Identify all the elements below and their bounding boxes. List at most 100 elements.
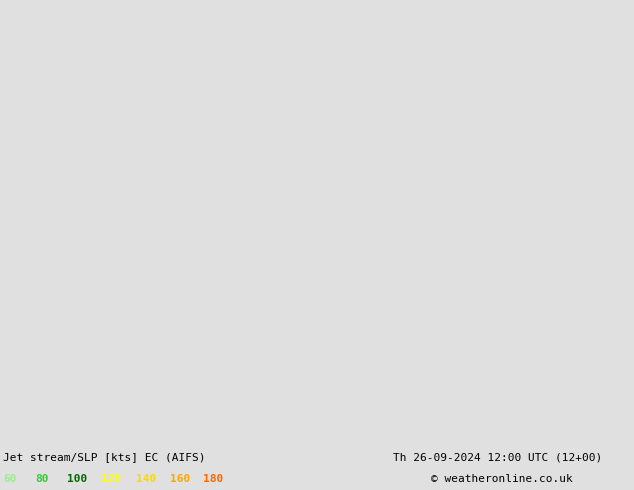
Text: 1000: 1000 — [325, 123, 346, 132]
Text: 1016: 1016 — [482, 312, 505, 321]
Text: 1020: 1020 — [512, 265, 535, 274]
Text: 1013: 1013 — [200, 326, 221, 335]
Polygon shape — [390, 121, 462, 165]
Text: 1008: 1008 — [448, 300, 469, 309]
Text: 1004: 1004 — [312, 350, 333, 359]
Polygon shape — [0, 48, 342, 282]
Text: 1013: 1013 — [222, 193, 242, 202]
Text: 1008: 1008 — [462, 355, 483, 364]
Polygon shape — [254, 213, 310, 248]
Text: 1012: 1012 — [248, 250, 267, 259]
Polygon shape — [269, 222, 295, 239]
Text: 1024: 1024 — [602, 0, 624, 9]
Text: 1000: 1000 — [222, 120, 243, 129]
Text: 992: 992 — [308, 103, 324, 112]
Text: 1020: 1020 — [562, 160, 585, 169]
Polygon shape — [590, 110, 630, 145]
Polygon shape — [247, 208, 317, 253]
Text: 1012: 1012 — [150, 396, 171, 405]
Text: 1008: 1008 — [290, 33, 311, 42]
Text: 80: 80 — [35, 474, 48, 484]
Text: 1016: 1016 — [513, 0, 536, 9]
Text: 1000: 1000 — [248, 214, 268, 223]
Text: 1004: 1004 — [355, 363, 376, 372]
Text: 1013: 1013 — [500, 220, 525, 229]
Text: 992: 992 — [332, 192, 348, 201]
Text: 1013: 1013 — [235, 230, 254, 239]
Polygon shape — [0, 73, 313, 278]
Text: 1008: 1008 — [418, 260, 439, 269]
Text: 1008: 1008 — [248, 238, 268, 247]
Text: 1004: 1004 — [248, 202, 268, 211]
Text: 1013: 1013 — [196, 356, 217, 365]
Text: 1012: 1012 — [3, 398, 24, 407]
Text: 1016: 1016 — [378, 278, 399, 287]
Text: 996: 996 — [302, 175, 318, 184]
Text: 012: 012 — [2, 396, 19, 405]
Polygon shape — [466, 332, 496, 359]
Polygon shape — [0, 2, 90, 141]
Text: 1024: 1024 — [3, 182, 26, 191]
Polygon shape — [295, 307, 328, 332]
Text: 1013: 1013 — [378, 380, 399, 389]
Text: 140: 140 — [136, 474, 157, 484]
Text: 1013: 1013 — [238, 243, 257, 252]
Text: 1013: 1013 — [320, 140, 345, 149]
Text: 60: 60 — [3, 474, 16, 484]
Polygon shape — [446, 232, 498, 276]
Polygon shape — [550, 2, 634, 110]
Text: 1020: 1020 — [592, 120, 615, 129]
Text: 1004: 1004 — [435, 280, 456, 289]
Text: 1004: 1004 — [252, 0, 273, 9]
Text: 160: 160 — [170, 474, 190, 484]
Text: Jet stream/SLP [kts] EC (AIFS): Jet stream/SLP [kts] EC (AIFS) — [3, 452, 205, 462]
Text: 1013: 1013 — [252, 220, 277, 229]
Text: 1020: 1020 — [583, 0, 606, 9]
Text: 1012: 1012 — [400, 243, 421, 252]
Text: 996: 996 — [320, 188, 336, 197]
Text: 120: 120 — [101, 474, 122, 484]
Text: 1013: 1013 — [228, 206, 247, 215]
Text: 1002: 1002 — [248, 190, 268, 199]
Text: 1004: 1004 — [432, 378, 453, 387]
Polygon shape — [262, 218, 302, 244]
Text: 1004: 1004 — [186, 0, 207, 9]
Text: 180: 180 — [203, 474, 223, 484]
Text: 1004: 1004 — [305, 33, 326, 42]
Text: 1004: 1004 — [265, 23, 286, 32]
Text: 1013: 1013 — [232, 218, 251, 227]
Text: 1004: 1004 — [248, 226, 268, 235]
Text: 1004: 1004 — [287, 0, 308, 9]
Polygon shape — [239, 202, 325, 258]
Text: 1013: 1013 — [450, 148, 475, 157]
Polygon shape — [4, 121, 291, 287]
Text: 1013: 1013 — [500, 283, 521, 292]
Text: 1008: 1008 — [207, 0, 228, 9]
Text: 1000: 1000 — [234, 135, 255, 144]
Polygon shape — [0, 95, 299, 283]
Text: 1013: 1013 — [314, 368, 335, 377]
Text: Th 26-09-2024 12:00 UTC (12+00): Th 26-09-2024 12:00 UTC (12+00) — [393, 452, 602, 462]
Text: 1012: 1012 — [455, 320, 476, 329]
Text: 1020: 1020 — [3, 235, 26, 244]
Text: 1020: 1020 — [548, 0, 571, 9]
Text: 100: 100 — [67, 474, 87, 484]
Text: 1013: 1013 — [220, 290, 241, 299]
Text: 1016: 1016 — [3, 340, 26, 349]
Text: 1013: 1013 — [215, 180, 234, 189]
Text: 1016: 1016 — [330, 260, 353, 269]
Polygon shape — [331, 249, 394, 296]
Text: 1024: 1024 — [542, 220, 565, 229]
Polygon shape — [38, 132, 284, 290]
Text: 1013: 1013 — [2, 385, 27, 394]
Text: 1004: 1004 — [228, 23, 249, 32]
Text: 1013: 1013 — [240, 256, 259, 265]
Text: 1028: 1028 — [3, 130, 26, 139]
Text: 1020: 1020 — [3, 292, 26, 301]
Text: 1000: 1000 — [268, 83, 289, 92]
Polygon shape — [158, 2, 592, 422]
Text: © weatheronline.co.uk: © weatheronline.co.uk — [431, 474, 573, 484]
Text: 1016: 1016 — [445, 300, 466, 309]
Polygon shape — [386, 320, 418, 347]
Text: 1013: 1013 — [286, 273, 307, 282]
